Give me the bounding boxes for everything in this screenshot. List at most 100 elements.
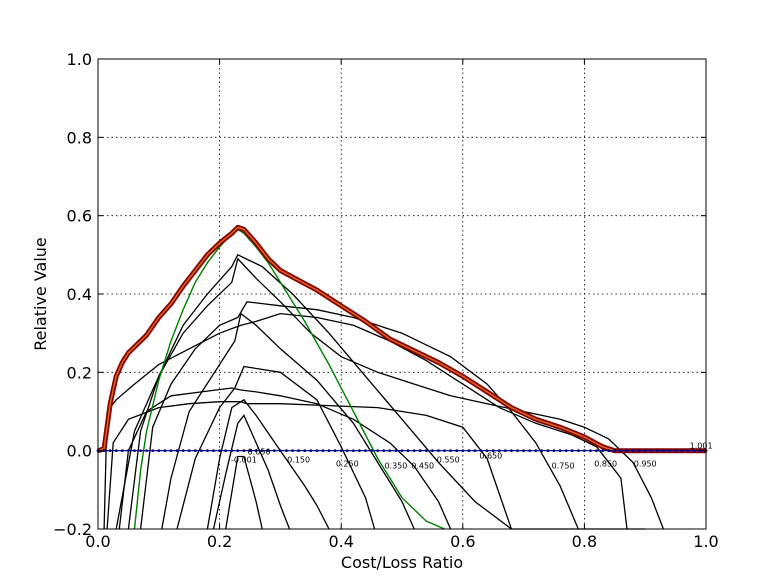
- zero-line-marker: [589, 449, 592, 453]
- curve-label: 0.350: [384, 461, 407, 470]
- zero-line-marker: [649, 449, 653, 453]
- y-axis-label: Relative Value: [31, 237, 50, 351]
- threshold-curve-0.550: [106, 401, 513, 530]
- zero-line-marker: [145, 449, 149, 453]
- zero-line-marker: [595, 449, 598, 453]
- zero-line-marker: [193, 449, 197, 453]
- zero-line-marker: [564, 449, 568, 453]
- zero-line-marker: [285, 449, 288, 453]
- zero-line-marker: [151, 449, 155, 453]
- zero-line-marker: [139, 449, 142, 453]
- y-tick-label: 0.6: [67, 207, 92, 226]
- zero-line-marker: [260, 449, 264, 453]
- zero-line-marker: [254, 449, 258, 453]
- zero-line-marker: [351, 449, 355, 453]
- zero-line-marker: [297, 449, 301, 453]
- zero-line-marker: [479, 449, 483, 453]
- curve-label: 0.550: [437, 455, 460, 464]
- zero-line-marker: [163, 449, 167, 453]
- y-tick-label: 0.4: [67, 285, 92, 304]
- zero-line-marker: [516, 449, 519, 453]
- axis-ticks: 0.0 0.2 0.4 0.6 0.8 1.0−0.20.00.20.40.60.81.0: [53, 50, 719, 551]
- zero-line-marker: [157, 449, 161, 453]
- zero-line-marker: [546, 449, 550, 453]
- threshold-curve-0.450: [118, 387, 452, 530]
- zero-line-marker: [181, 449, 185, 453]
- curve-label: 0.250: [336, 459, 359, 468]
- zero-line-marker: [212, 449, 215, 453]
- threshold-curve-0.250: [176, 365, 376, 530]
- curve-label: 0.150: [287, 455, 310, 464]
- x-tick-label: 1.0: [693, 532, 718, 551]
- x-tick-label: 0.4: [328, 532, 353, 551]
- zero-line-marker: [364, 449, 367, 453]
- zero-line-marker: [218, 449, 222, 453]
- zero-line-marker: [333, 449, 337, 453]
- zero-line-marker: [570, 449, 574, 453]
- curve-label: 0.450: [411, 461, 434, 470]
- zero-line-marker: [668, 449, 671, 453]
- zero-line-marker: [686, 449, 690, 453]
- zero-line-marker: [406, 449, 410, 453]
- zero-line-marker: [601, 449, 605, 453]
- zero-line-marker: [272, 449, 276, 453]
- zero-line-marker: [169, 449, 173, 453]
- zero-line-marker: [382, 449, 386, 453]
- highlight-curve: [133, 228, 445, 530]
- zero-line-marker: [534, 449, 538, 453]
- zero-line-marker: [418, 449, 422, 453]
- zero-line-marker: [558, 449, 562, 453]
- zero-line-marker: [199, 449, 203, 453]
- x-tick-label: 0.2: [207, 532, 232, 551]
- zero-line-marker: [467, 449, 471, 453]
- zero-line-marker: [315, 449, 319, 453]
- zero-line-marker: [133, 449, 136, 453]
- x-tick-label: 0.6: [450, 532, 475, 551]
- zero-line-marker: [576, 449, 580, 453]
- highlight-curve-line: [133, 228, 445, 530]
- zero-line-marker: [224, 449, 228, 453]
- zero-line-marker: [643, 449, 647, 453]
- zero-line-marker: [443, 449, 446, 453]
- zero-line-marker: [248, 449, 252, 453]
- zero-line: [96, 449, 708, 453]
- zero-line-marker: [449, 449, 453, 453]
- zero-line-marker: [619, 449, 623, 453]
- zero-line-marker: [345, 449, 349, 453]
- zero-line-marker: [376, 449, 380, 453]
- zero-line-marker: [497, 449, 501, 453]
- zero-line-marker: [236, 449, 240, 453]
- zero-line-marker: [126, 449, 130, 453]
- zero-line-marker: [431, 449, 434, 453]
- zero-line-marker: [625, 449, 629, 453]
- zero-line-marker: [394, 449, 398, 453]
- zero-line-marker: [503, 449, 507, 453]
- curve-label: 1.001: [690, 442, 713, 451]
- curve-label: 0.050: [248, 448, 271, 457]
- y-tick-label: −0.2: [53, 520, 92, 539]
- curve-label: 0.650: [479, 452, 502, 461]
- zero-line-marker: [400, 449, 404, 453]
- x-tick-label: 0.0: [85, 532, 110, 551]
- curve-label: 0.850: [594, 459, 617, 468]
- zero-line-marker: [279, 449, 282, 453]
- zero-line-marker: [528, 449, 532, 453]
- zero-line-marker: [339, 449, 343, 453]
- zero-line-marker: [698, 449, 702, 453]
- zero-line-marker: [175, 449, 179, 453]
- zero-line-marker: [491, 449, 495, 453]
- zero-line-marker: [680, 449, 684, 453]
- threshold-curve--0.001: [225, 455, 263, 530]
- zero-line-marker: [266, 449, 270, 453]
- zero-line-marker: [187, 449, 191, 453]
- threshold-curve-0.850: [115, 257, 665, 530]
- zero-line-marker: [662, 449, 665, 453]
- threshold-curve-0.350: [161, 312, 415, 530]
- zero-line-marker: [321, 449, 325, 453]
- zero-line-marker: [631, 449, 635, 453]
- curve-label: 0.750: [552, 461, 575, 470]
- envelope-curve: [97, 224, 706, 454]
- zero-line-marker: [522, 449, 525, 453]
- zero-line-marker: [327, 449, 331, 453]
